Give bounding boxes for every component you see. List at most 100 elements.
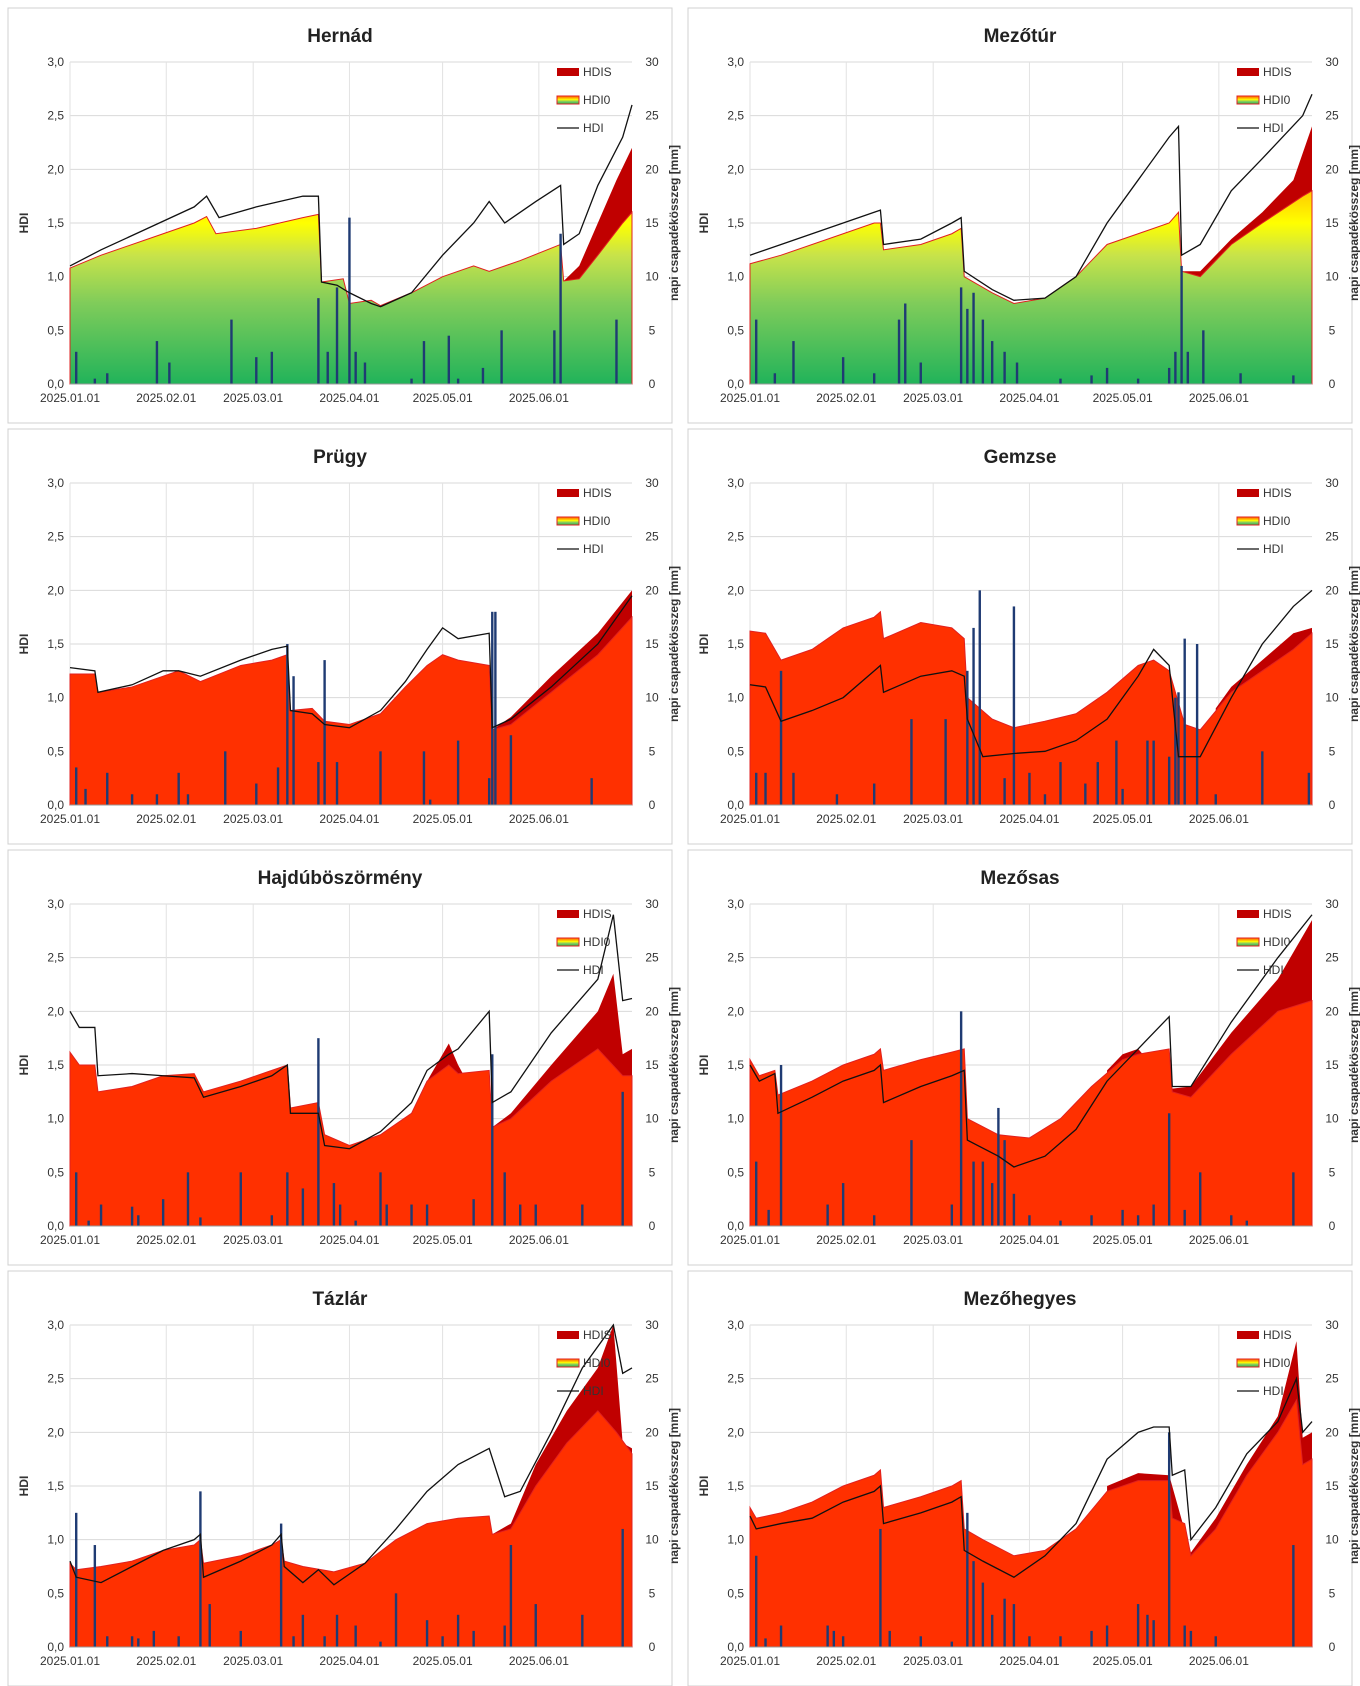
rain-bar — [199, 1217, 202, 1226]
y-tick-left: 1,5 — [727, 216, 744, 230]
rain-bar — [270, 1215, 274, 1226]
y-tick-right: 10 — [645, 1533, 659, 1547]
rain-bar — [335, 762, 339, 805]
rain-bar — [301, 1188, 305, 1226]
legend-swatch-hdi0 — [556, 1358, 580, 1368]
rain-bar — [425, 1620, 429, 1647]
x-tick: 2025.04.01 — [319, 812, 379, 826]
y-axis-label-left: HDI — [697, 1476, 711, 1497]
y-tick-right: 20 — [1325, 583, 1339, 597]
rain-bar — [1152, 1620, 1155, 1647]
rain-bar — [1028, 772, 1031, 805]
y-tick-left: 2,0 — [727, 1425, 744, 1439]
hdi0-area — [749, 1398, 1313, 1648]
rain-bar — [755, 772, 758, 805]
rain-bar — [972, 1561, 975, 1647]
y-tick-left: 3,0 — [727, 55, 744, 69]
y-tick-right: 20 — [645, 162, 659, 176]
y-tick-right: 0 — [1329, 798, 1336, 812]
y-tick-left: 3,0 — [727, 476, 744, 490]
rain-bar — [919, 1636, 922, 1647]
rain-bar — [106, 1636, 109, 1647]
y-tick-right: 0 — [1329, 1219, 1336, 1233]
rain-bar — [276, 767, 280, 805]
hdi0-area — [69, 210, 633, 385]
rain-bar — [317, 1038, 320, 1226]
y-tick-left: 1,0 — [47, 270, 64, 284]
rain-bar — [255, 783, 258, 805]
rain-bar — [230, 319, 233, 384]
x-tick: 2025.06.01 — [1189, 812, 1249, 826]
rain-bar — [1152, 740, 1155, 805]
hdi-line — [69, 104, 633, 308]
rain-bar — [764, 772, 767, 805]
y-tick-left: 1,5 — [727, 1479, 744, 1493]
rain-bar — [152, 1630, 156, 1647]
y-tick-right: 25 — [1325, 1372, 1339, 1386]
rain-bar — [1043, 794, 1047, 805]
legend-swatch-hdis — [1237, 1331, 1259, 1339]
rain-bar — [978, 590, 981, 805]
rain-bar — [1028, 1215, 1031, 1226]
chart-panel: Mezőtúr 0,0 0 0,5 5 1,0 10 1,5 15 2,0 20 2,5 25 3,0 30… — [687, 7, 1360, 424]
rain-bar — [1245, 1220, 1248, 1226]
rain-bar — [581, 1614, 584, 1647]
x-tick: 2025.04.01 — [999, 1654, 1059, 1668]
rain-bar — [1146, 1614, 1149, 1647]
y-tick-right: 30 — [1325, 1318, 1339, 1332]
rain-bar — [1121, 1209, 1124, 1226]
rain-bar — [1183, 638, 1186, 805]
hdi-line — [69, 1323, 633, 1586]
y-tick-right: 25 — [1325, 530, 1339, 544]
y-tick-left: 0,5 — [727, 323, 744, 337]
hdi-line — [69, 595, 633, 729]
y-tick-left: 0,0 — [727, 1640, 744, 1654]
y-tick-left: 2,5 — [47, 109, 64, 123]
x-tick: 2025.03.01 — [223, 1654, 283, 1668]
rain-bar — [553, 330, 556, 384]
rain-bar — [841, 1183, 845, 1226]
x-tick: 2025.02.01 — [816, 1233, 876, 1247]
rain-bar — [338, 1204, 342, 1226]
rain-bar — [1167, 1432, 1171, 1647]
y-tick-left: 2,0 — [727, 1004, 744, 1018]
y-tick-right: 30 — [1325, 55, 1339, 69]
rain-bar — [792, 772, 795, 805]
y-tick-right: 20 — [645, 1004, 659, 1018]
x-tick: 2025.05.01 — [413, 391, 473, 405]
y-tick-left: 1,0 — [727, 1533, 744, 1547]
rain-bar — [1090, 375, 1093, 384]
rain-bar — [1105, 1625, 1109, 1647]
y-tick-left: 1,5 — [47, 1058, 64, 1072]
rain-bar — [472, 1630, 475, 1647]
legend-label-hdi: HDI — [583, 963, 604, 977]
chart-panel: Hernád 0,0 0 0,5 5 1,0 10 1,5 15 2,0 20 2,5 25 3,0 30 2… — [7, 7, 681, 424]
y-tick-left: 3,0 — [727, 1318, 744, 1332]
y-tick-right: 10 — [1325, 270, 1339, 284]
x-tick: 2025.04.01 — [999, 1233, 1059, 1247]
y-tick-right: 10 — [1325, 1533, 1339, 1547]
rain-bar — [87, 1220, 90, 1226]
rain-bar — [779, 670, 783, 805]
rain-bar — [286, 644, 289, 805]
rain-bar — [1199, 1172, 1202, 1226]
rain-bar — [981, 1161, 985, 1226]
y-tick-right: 30 — [1325, 476, 1339, 490]
y-tick-right: 20 — [1325, 1004, 1339, 1018]
y-tick-right: 15 — [1325, 216, 1339, 230]
rain-bar — [519, 1204, 522, 1226]
rain-bar — [1059, 378, 1062, 384]
x-tick: 2025.03.01 — [903, 812, 963, 826]
chart-title: Mezőtúr — [984, 26, 1057, 47]
x-tick: 2025.02.01 — [816, 1654, 876, 1668]
rain-bar — [1189, 1630, 1193, 1647]
rain-bar — [1177, 692, 1180, 805]
x-tick: 2025.04.01 — [319, 391, 379, 405]
rain-bar — [348, 217, 351, 384]
rain-bar — [481, 367, 485, 384]
y-tick-left: 0,0 — [47, 1640, 64, 1654]
rain-bar — [1307, 772, 1311, 805]
rain-bar — [832, 1630, 836, 1647]
rain-bar — [1003, 351, 1006, 384]
rain-bar — [888, 1630, 891, 1647]
